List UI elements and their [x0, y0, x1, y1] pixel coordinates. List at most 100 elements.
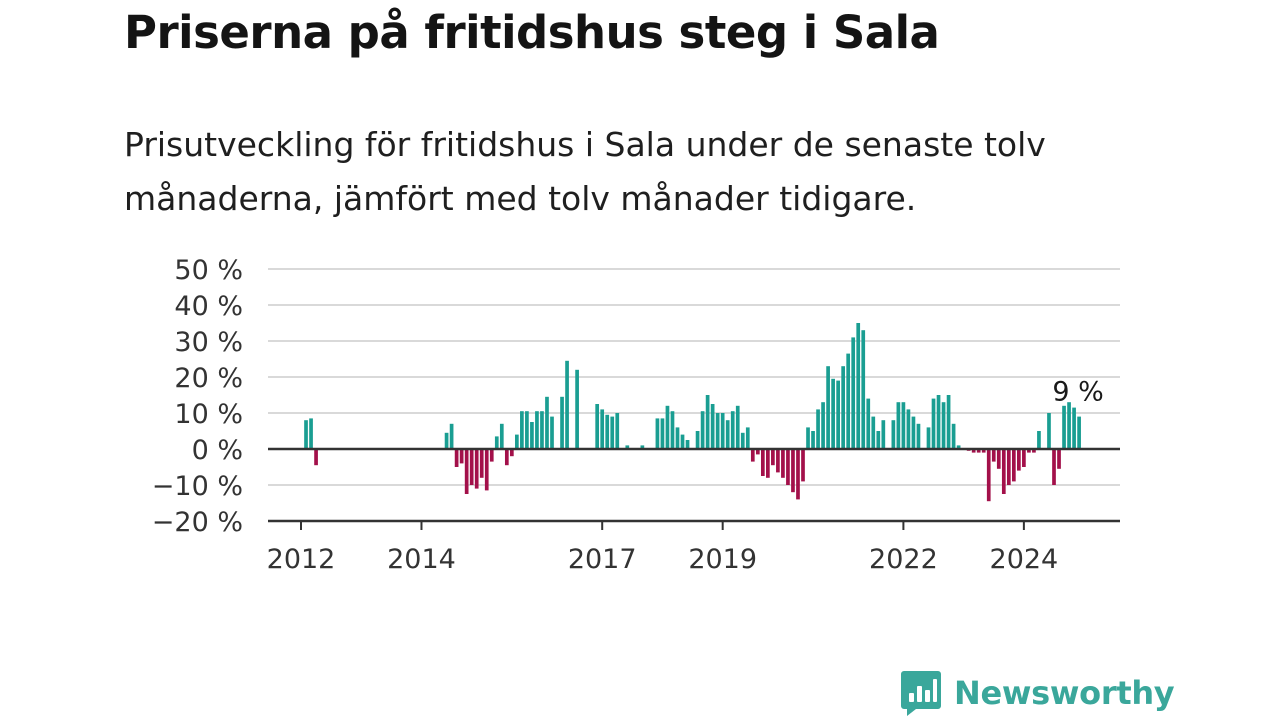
x-tick-label: 2022: [869, 544, 938, 575]
bar: [941, 402, 946, 449]
bar: [565, 360, 569, 449]
bar: [625, 445, 630, 449]
bar: [1067, 402, 1071, 449]
gridlines: [268, 268, 1120, 486]
bar: [841, 366, 846, 449]
y-tick-label: 50 %: [174, 255, 243, 286]
bar: [1077, 416, 1081, 449]
bar: [801, 449, 805, 482]
bar: [760, 449, 765, 476]
bar: [836, 380, 840, 449]
bar: [766, 449, 770, 478]
bar: [710, 404, 715, 449]
bar: [851, 337, 856, 449]
x-tick-label: 2019: [688, 544, 757, 575]
bar: [665, 405, 670, 449]
y-tick-label: −20 %: [152, 507, 243, 538]
bar: [695, 431, 700, 449]
bar: [881, 420, 886, 449]
bar: [685, 440, 690, 449]
bar: [314, 449, 318, 466]
bar: [520, 411, 524, 449]
bar: [1001, 449, 1006, 494]
bar: [725, 420, 730, 449]
bar: [791, 449, 795, 493]
bar-chart: 50 %40 %30 %20 %10 %0 %−10 %−20 % 2012 20…: [152, 255, 1120, 575]
y-tick-label: 40 %: [174, 291, 243, 322]
bar: [786, 449, 790, 485]
brand-name: Newsworthy: [954, 674, 1175, 712]
bar: [771, 449, 775, 466]
bar: [956, 445, 961, 449]
bar: [1011, 449, 1016, 482]
bar: [1047, 413, 1051, 449]
bar: [826, 366, 830, 449]
bar: [525, 411, 529, 449]
bar: [866, 398, 871, 449]
y-tick-label: 30 %: [174, 327, 243, 358]
bar: [896, 402, 901, 449]
last-value-annotation: 9 %: [1052, 377, 1103, 408]
bar: [715, 413, 720, 449]
bar: [309, 418, 313, 449]
bar: [730, 411, 735, 449]
bar: [745, 427, 750, 449]
bar: [489, 449, 494, 462]
bar: [1006, 449, 1011, 485]
bar: [494, 436, 499, 449]
y-tick-label: 10 %: [174, 399, 243, 430]
bar: [640, 445, 645, 449]
bar: [816, 409, 820, 449]
x-tick-label: 2024: [990, 544, 1059, 575]
bar: [575, 369, 579, 449]
y-tick-label: 20 %: [174, 363, 243, 394]
bar: [530, 422, 534, 449]
bar: [861, 330, 866, 449]
bar: [996, 449, 1001, 469]
bar: [936, 395, 941, 449]
bar: [474, 449, 479, 489]
chart-title: Priserna på fritidshus steg i Sala: [124, 6, 940, 59]
bar: [444, 432, 449, 449]
bar: [454, 449, 459, 467]
bar: [1027, 449, 1031, 453]
bar: [811, 431, 815, 449]
bar: [986, 449, 991, 502]
bar: [680, 434, 685, 449]
bar: [1062, 405, 1066, 449]
x-tick-label: 2017: [568, 544, 637, 575]
bar: [1072, 407, 1076, 449]
bar: [504, 449, 509, 466]
bar: [459, 449, 464, 464]
bar: [484, 449, 489, 491]
axes: [268, 447, 1120, 523]
newsworthy-logo: Newsworthy: [900, 667, 1175, 719]
bar: [469, 449, 474, 485]
bar: [515, 434, 519, 449]
bar: [976, 449, 981, 453]
bar: [781, 449, 785, 478]
bar: [545, 396, 549, 449]
bar: [916, 423, 921, 449]
y-axis-ticks: 50 % 40 % 30 % 20 % 10 % 0 % −10 % −20 %: [152, 255, 243, 538]
bar: [901, 402, 906, 449]
bar: [991, 449, 996, 462]
bar: [304, 420, 308, 449]
bar: [876, 431, 881, 449]
bar: [1037, 431, 1041, 449]
x-axis-ticks: 2012 2014 2017 2019 2022 2024: [267, 521, 1059, 575]
x-tick-label: 2012: [267, 544, 336, 575]
bar: [615, 413, 620, 449]
bar: [700, 411, 705, 449]
bar: [660, 418, 665, 449]
bar: [926, 427, 931, 449]
bar: [509, 449, 514, 457]
bar: [951, 423, 956, 449]
bar: [595, 404, 600, 449]
bar: [755, 449, 760, 455]
bar: [931, 398, 936, 449]
y-tick-label: 0 %: [192, 435, 243, 466]
bar: [535, 411, 539, 449]
bar: [806, 427, 810, 449]
bar: [605, 414, 610, 449]
